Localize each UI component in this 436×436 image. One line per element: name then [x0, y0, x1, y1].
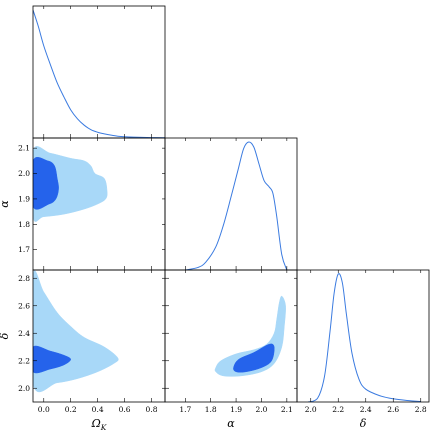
marginal-curve-Omega_K	[33, 9, 165, 138]
xticklabel-delta-1: 2.2	[332, 405, 344, 414]
xlabel-Omega_K: ΩK	[91, 417, 107, 432]
contour-alpha-delta	[214, 295, 286, 377]
xticklabel-alpha-2: 1.9	[230, 405, 242, 414]
yticklabel-alpha-2: 1.9	[18, 194, 30, 203]
xticklabel-alpha-3: 2.0	[255, 405, 267, 414]
xlabel-main-delta: δ	[360, 417, 367, 430]
yticklabel-delta-3: 2.6	[18, 301, 30, 310]
xticklabel-Omega_K-0: 0.0	[38, 405, 50, 414]
panel-frame-2-2	[296, 269, 430, 403]
xticklabel-delta-4: 2.8	[415, 405, 427, 414]
contour-Omega_K-alpha	[33, 146, 108, 222]
yticklabel-alpha-4: 2.1	[18, 144, 30, 153]
marginal-Omega_K	[33, 9, 165, 138]
xticklabel-Omega_K-3: 0.6	[119, 405, 131, 414]
marginal-curve-alpha	[185, 141, 288, 270]
xticklabel-delta-3: 2.6	[387, 405, 399, 414]
xticklabel-Omega_K-1: 0.2	[65, 405, 77, 414]
xticklabel-alpha-0: 1.7	[179, 405, 191, 414]
xticklabel-Omega_K-2: 0.4	[92, 405, 104, 414]
ylabel-alpha: α	[0, 200, 11, 208]
xlabel-sub-Omega_K: K	[100, 423, 107, 432]
marginal-alpha	[185, 141, 288, 270]
marginal-curve-delta	[307, 273, 421, 402]
yticklabel-alpha-1: 1.8	[18, 220, 30, 229]
xticklabel-alpha-4: 2.1	[281, 405, 293, 414]
xticklabel-delta-0: 2.0	[305, 405, 317, 414]
ylabel-delta: δ	[0, 332, 11, 339]
contour-outer-Omega_K-delta	[33, 270, 119, 393]
contour-inner-Omega_K-alpha	[33, 157, 59, 210]
contour-inner-alpha-delta	[233, 343, 275, 373]
xlabel-main-Omega_K: Ω	[91, 417, 101, 430]
yticklabel-delta-1: 2.2	[18, 356, 30, 365]
marginal-delta	[307, 273, 421, 402]
yticklabel-alpha-3: 2.0	[18, 169, 30, 178]
xticklabel-alpha-1: 1.8	[205, 405, 217, 414]
panel-frame-1-1	[164, 137, 298, 271]
contour-inner-Omega_K-delta	[33, 345, 71, 374]
yticklabel-delta-4: 2.8	[18, 274, 30, 283]
xlabel-alpha: α	[227, 417, 235, 430]
xlabel-main-alpha: α	[227, 417, 235, 430]
yticklabel-delta-0: 2.0	[18, 384, 30, 393]
xticklabel-delta-2: 2.4	[360, 405, 372, 414]
yticklabel-alpha-0: 1.7	[18, 245, 30, 254]
xticklabel-Omega_K-4: 0.8	[146, 405, 158, 414]
contour-Omega_K-delta	[33, 270, 119, 393]
xlabel-delta: δ	[360, 417, 367, 430]
yticklabel-delta-2: 2.4	[18, 329, 30, 338]
